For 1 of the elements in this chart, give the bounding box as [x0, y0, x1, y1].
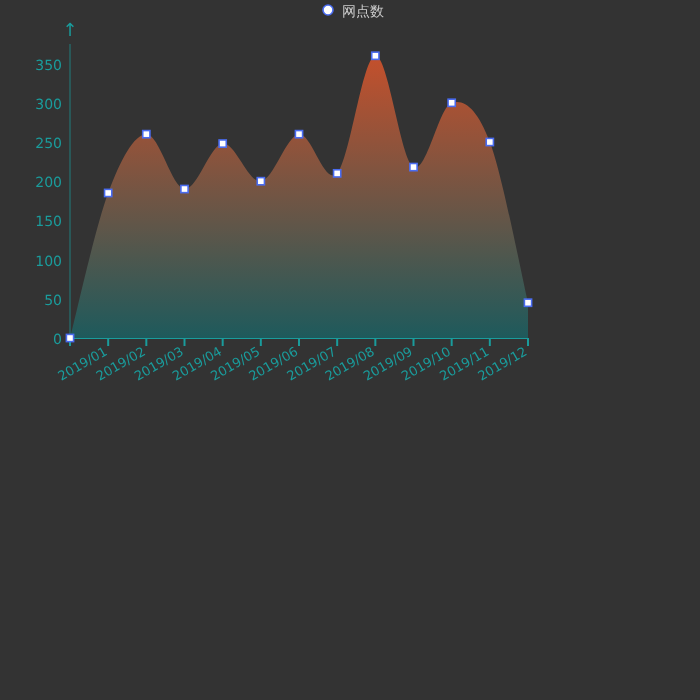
y-axis-title: ↑	[62, 22, 78, 42]
